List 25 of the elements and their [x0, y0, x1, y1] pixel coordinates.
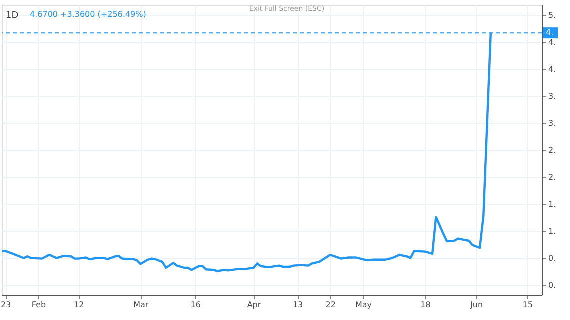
x-tick-label: Mar	[134, 300, 150, 310]
y-tick-label: 5.	[548, 10, 556, 20]
y-tick-label: 0.	[548, 254, 556, 263]
x-tick-label: 18	[420, 300, 431, 310]
x-tick-label: 12	[74, 300, 84, 310]
x-tick-label: 22	[326, 300, 336, 310]
y-tick-label: 2.	[548, 172, 556, 182]
x-tick-label: 13	[292, 300, 304, 310]
y-tick-label: 3.	[548, 92, 556, 101]
annotation: 1D	[6, 11, 19, 21]
x-tick-label: 15	[522, 300, 533, 310]
x-tick-label: Feb	[32, 300, 46, 310]
y-tick-label: 0.	[548, 280, 556, 290]
y-tick-label: 3.	[548, 118, 556, 128]
x-tick-label: Jun	[470, 300, 484, 310]
x-tick-label: May	[355, 300, 372, 310]
x-tick-label: 23	[1, 300, 12, 310]
y-tick-label: 1.	[548, 226, 556, 236]
y-tick-label: 4.	[548, 38, 556, 47]
annotation: 4.6700 +3.3600 (+256.49%)	[30, 10, 146, 19]
x-tick-label: 16	[190, 300, 201, 310]
y-tick-label: 1.	[548, 200, 556, 209]
y-tick-label: 2.	[548, 146, 556, 155]
x-tick-label: Apr	[247, 300, 262, 310]
y-tick-label: 4.	[548, 64, 556, 74]
